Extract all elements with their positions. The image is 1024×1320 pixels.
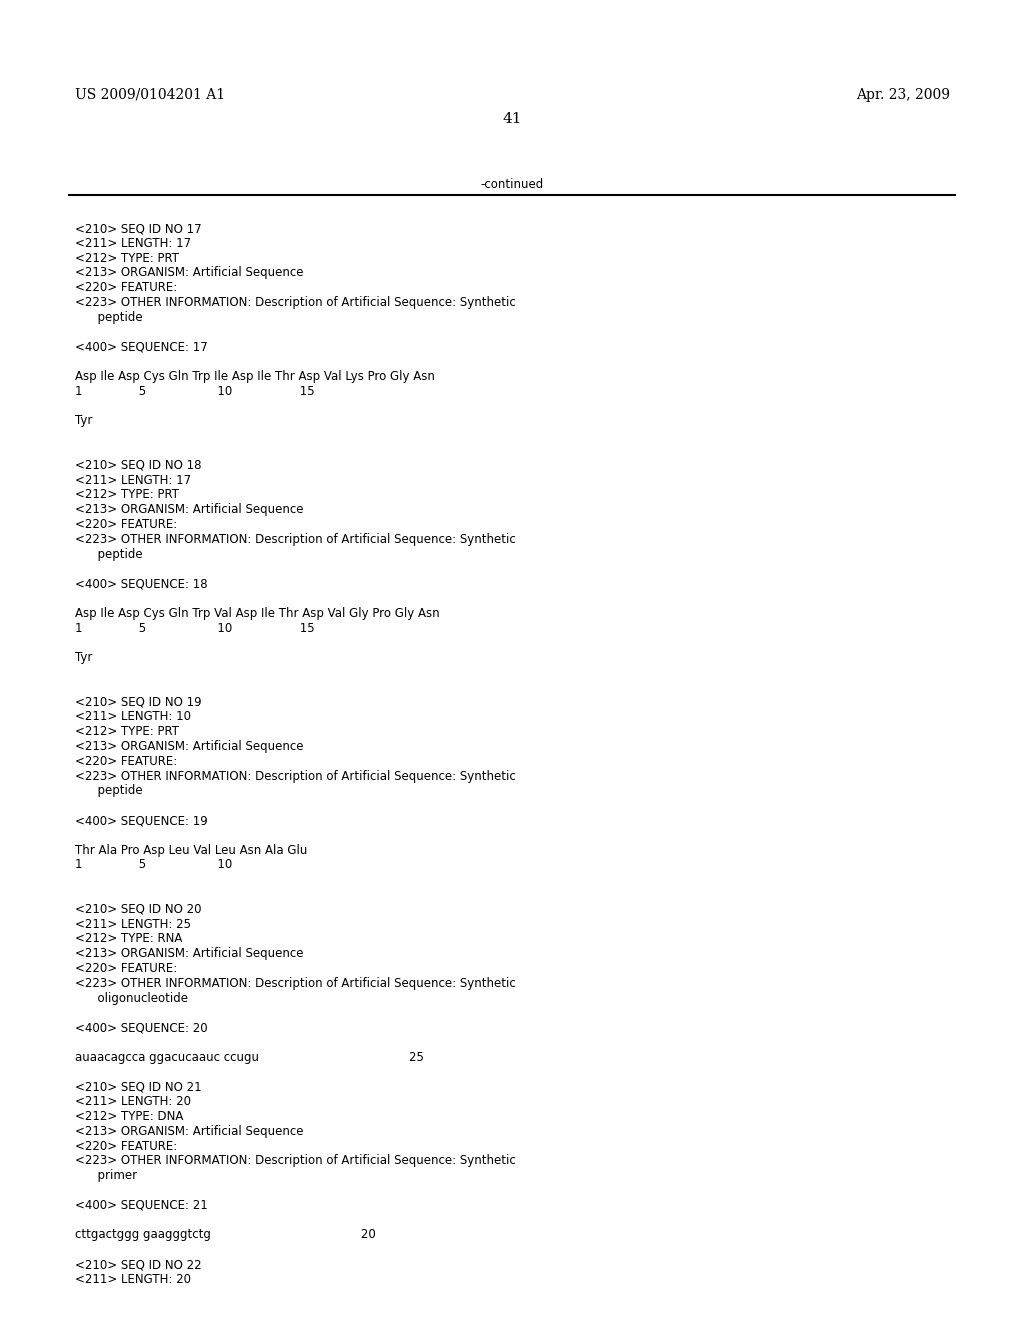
Text: <213> ORGANISM: Artificial Sequence: <213> ORGANISM: Artificial Sequence bbox=[75, 1125, 303, 1138]
Text: <220> FEATURE:: <220> FEATURE: bbox=[75, 517, 177, 531]
Text: peptide: peptide bbox=[75, 310, 142, 323]
Text: <223> OTHER INFORMATION: Description of Artificial Sequence: Synthetic: <223> OTHER INFORMATION: Description of … bbox=[75, 770, 516, 783]
Text: peptide: peptide bbox=[75, 784, 142, 797]
Text: <211> LENGTH: 25: <211> LENGTH: 25 bbox=[75, 917, 191, 931]
Text: -continued: -continued bbox=[480, 178, 544, 191]
Text: <210> SEQ ID NO 22: <210> SEQ ID NO 22 bbox=[75, 1258, 202, 1271]
Text: <210> SEQ ID NO 20: <210> SEQ ID NO 20 bbox=[75, 903, 202, 916]
Text: <213> ORGANISM: Artificial Sequence: <213> ORGANISM: Artificial Sequence bbox=[75, 741, 303, 752]
Text: 1               5                   10                  15: 1 5 10 15 bbox=[75, 385, 314, 397]
Text: <212> TYPE: PRT: <212> TYPE: PRT bbox=[75, 252, 179, 264]
Text: 41: 41 bbox=[502, 112, 522, 125]
Text: <213> ORGANISM: Artificial Sequence: <213> ORGANISM: Artificial Sequence bbox=[75, 267, 303, 280]
Text: <211> LENGTH: 17: <211> LENGTH: 17 bbox=[75, 474, 191, 487]
Text: <220> FEATURE:: <220> FEATURE: bbox=[75, 1139, 177, 1152]
Text: Tyr: Tyr bbox=[75, 414, 92, 428]
Text: <220> FEATURE:: <220> FEATURE: bbox=[75, 755, 177, 768]
Text: <400> SEQUENCE: 17: <400> SEQUENCE: 17 bbox=[75, 341, 208, 354]
Text: <400> SEQUENCE: 18: <400> SEQUENCE: 18 bbox=[75, 577, 208, 590]
Text: US 2009/0104201 A1: US 2009/0104201 A1 bbox=[75, 88, 225, 102]
Text: auaacagcca ggacucaauc ccugu                                        25: auaacagcca ggacucaauc ccugu 25 bbox=[75, 1051, 424, 1064]
Text: Asp Ile Asp Cys Gln Trp Ile Asp Ile Thr Asp Val Lys Pro Gly Asn: Asp Ile Asp Cys Gln Trp Ile Asp Ile Thr … bbox=[75, 370, 435, 383]
Text: Apr. 23, 2009: Apr. 23, 2009 bbox=[856, 88, 950, 102]
Text: <223> OTHER INFORMATION: Description of Artificial Sequence: Synthetic: <223> OTHER INFORMATION: Description of … bbox=[75, 1155, 516, 1167]
Text: <212> TYPE: DNA: <212> TYPE: DNA bbox=[75, 1110, 183, 1123]
Text: <400> SEQUENCE: 21: <400> SEQUENCE: 21 bbox=[75, 1199, 208, 1212]
Text: <210> SEQ ID NO 19: <210> SEQ ID NO 19 bbox=[75, 696, 202, 709]
Text: <212> TYPE: RNA: <212> TYPE: RNA bbox=[75, 932, 182, 945]
Text: <211> LENGTH: 17: <211> LENGTH: 17 bbox=[75, 236, 191, 249]
Text: <211> LENGTH: 20: <211> LENGTH: 20 bbox=[75, 1096, 191, 1109]
Text: Asp Ile Asp Cys Gln Trp Val Asp Ile Thr Asp Val Gly Pro Gly Asn: Asp Ile Asp Cys Gln Trp Val Asp Ile Thr … bbox=[75, 607, 439, 620]
Text: 1               5                   10: 1 5 10 bbox=[75, 858, 232, 871]
Text: oligonucleotide: oligonucleotide bbox=[75, 991, 188, 1005]
Text: Thr Ala Pro Asp Leu Val Leu Asn Ala Glu: Thr Ala Pro Asp Leu Val Leu Asn Ala Glu bbox=[75, 843, 307, 857]
Text: cttgactggg gaagggtctg                                        20: cttgactggg gaagggtctg 20 bbox=[75, 1229, 376, 1241]
Text: <212> TYPE: PRT: <212> TYPE: PRT bbox=[75, 725, 179, 738]
Text: <213> ORGANISM: Artificial Sequence: <213> ORGANISM: Artificial Sequence bbox=[75, 948, 303, 960]
Text: <223> OTHER INFORMATION: Description of Artificial Sequence: Synthetic: <223> OTHER INFORMATION: Description of … bbox=[75, 296, 516, 309]
Text: 1               5                   10                  15: 1 5 10 15 bbox=[75, 622, 314, 635]
Text: peptide: peptide bbox=[75, 548, 142, 561]
Text: <211> LENGTH: 10: <211> LENGTH: 10 bbox=[75, 710, 191, 723]
Text: <220> FEATURE:: <220> FEATURE: bbox=[75, 962, 177, 975]
Text: <211> LENGTH: 20: <211> LENGTH: 20 bbox=[75, 1272, 191, 1286]
Text: <223> OTHER INFORMATION: Description of Artificial Sequence: Synthetic: <223> OTHER INFORMATION: Description of … bbox=[75, 977, 516, 990]
Text: <223> OTHER INFORMATION: Description of Artificial Sequence: Synthetic: <223> OTHER INFORMATION: Description of … bbox=[75, 533, 516, 545]
Text: <210> SEQ ID NO 21: <210> SEQ ID NO 21 bbox=[75, 1080, 202, 1093]
Text: <210> SEQ ID NO 18: <210> SEQ ID NO 18 bbox=[75, 459, 202, 471]
Text: <400> SEQUENCE: 19: <400> SEQUENCE: 19 bbox=[75, 814, 208, 828]
Text: <220> FEATURE:: <220> FEATURE: bbox=[75, 281, 177, 294]
Text: <400> SEQUENCE: 20: <400> SEQUENCE: 20 bbox=[75, 1022, 208, 1034]
Text: <213> ORGANISM: Artificial Sequence: <213> ORGANISM: Artificial Sequence bbox=[75, 503, 303, 516]
Text: Tyr: Tyr bbox=[75, 651, 92, 664]
Text: <210> SEQ ID NO 17: <210> SEQ ID NO 17 bbox=[75, 222, 202, 235]
Text: primer: primer bbox=[75, 1170, 137, 1183]
Text: <212> TYPE: PRT: <212> TYPE: PRT bbox=[75, 488, 179, 502]
